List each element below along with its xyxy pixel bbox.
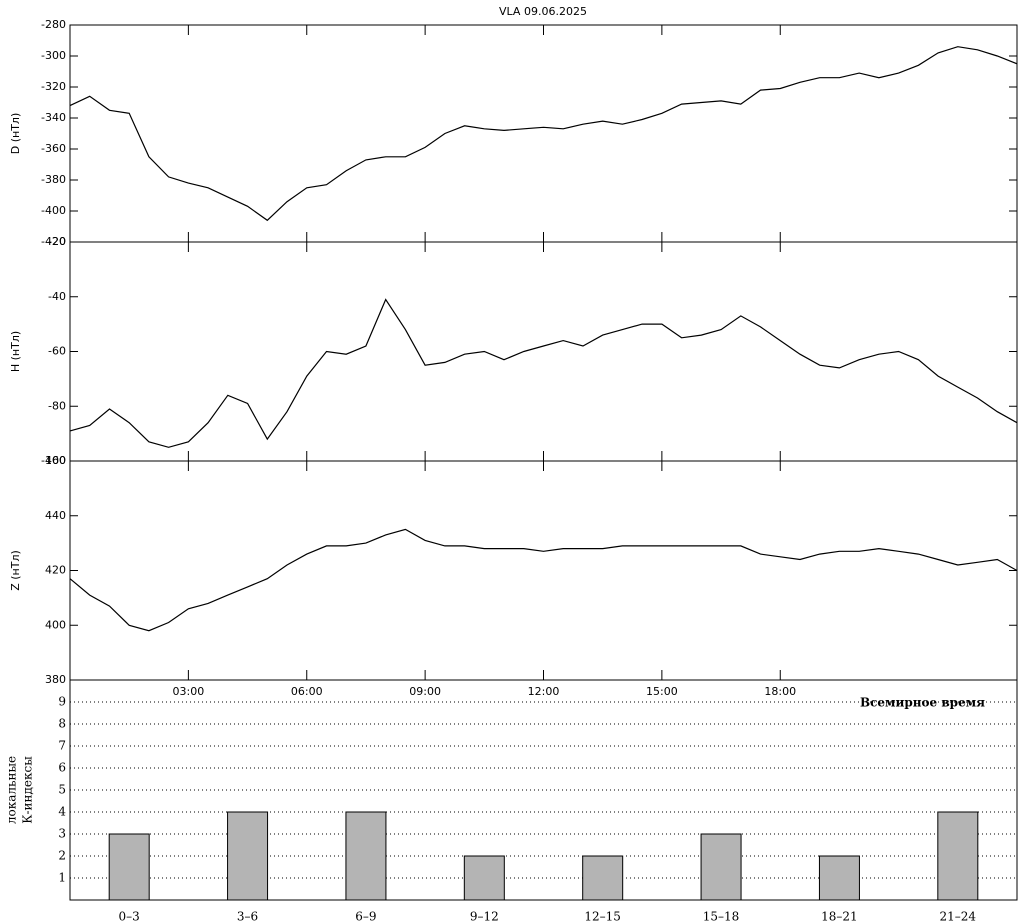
- x-tick-label: 06:00: [291, 685, 323, 698]
- x-tick-label: 09:00: [409, 685, 441, 698]
- data-line: [69, 46, 1018, 222]
- y-tick-label: 420: [45, 564, 66, 577]
- plot-frame: [69, 241, 1018, 462]
- x-tick-label: 15–18: [703, 910, 740, 921]
- y-tick-label: -380: [41, 173, 66, 186]
- bar: [345, 811, 387, 901]
- bar: [463, 855, 505, 901]
- y-tick-label: 2: [58, 849, 66, 863]
- bar: [108, 833, 150, 901]
- y-tick-label: 3: [58, 827, 66, 841]
- y-tick-label: 400: [45, 618, 66, 631]
- y-tick-label: -60: [48, 345, 66, 358]
- plot-frame: [69, 460, 1018, 681]
- y-axis-label: локальные: [5, 756, 19, 824]
- y-tick-label: -40: [48, 290, 66, 303]
- x-tick-label: 12:00: [528, 685, 560, 698]
- y-tick-label: -340: [41, 111, 66, 124]
- x-tick-label: 12–15: [584, 910, 621, 921]
- x-tick-label: 15:00: [646, 685, 678, 698]
- y-axis-label: D (нТл): [9, 113, 22, 155]
- y-tick-label: -80: [48, 399, 66, 412]
- y-tick-label: 5: [58, 783, 66, 797]
- x-tick-label: 9–12: [470, 910, 499, 921]
- y-tick-label: 460: [45, 454, 66, 467]
- y-axis-label: К-индексы: [21, 756, 35, 824]
- y-tick-label: 9: [58, 695, 66, 709]
- y-tick-label: 1: [58, 871, 66, 885]
- y-tick-label: -360: [41, 142, 66, 155]
- y-tick-label: -300: [41, 49, 66, 62]
- x-tick-label: 0–3: [119, 910, 140, 921]
- y-tick-label: -20: [48, 235, 66, 248]
- y-axis-label: Z (нТл): [9, 550, 22, 591]
- y-tick-label: -100: [41, 454, 66, 467]
- y-tick-label: -280: [41, 18, 66, 31]
- data-line: [69, 528, 1018, 632]
- y-tick-label: 380: [45, 673, 66, 686]
- x-tick-label: 18:00: [764, 685, 796, 698]
- bar: [700, 833, 742, 901]
- bar: [582, 855, 624, 901]
- plot-frame: [69, 24, 1018, 243]
- y-axis-label: H (нТл): [9, 331, 22, 372]
- y-tick-label: 8: [58, 717, 66, 731]
- data-line: [69, 298, 1018, 448]
- x-tick-label: 18–21: [821, 910, 858, 921]
- bar: [937, 811, 979, 901]
- y-tick-label: 440: [45, 509, 66, 522]
- y-tick-label: -400: [41, 204, 66, 217]
- bar: [818, 855, 860, 901]
- x-tick-label: 3–6: [237, 910, 258, 921]
- x-tick-label: 6–9: [355, 910, 376, 921]
- y-tick-label: 4: [58, 805, 66, 819]
- x-tick-label: 03:00: [173, 685, 205, 698]
- bar: [227, 811, 269, 901]
- y-tick-label: -320: [41, 80, 66, 93]
- y-tick-label: -420: [41, 235, 66, 248]
- y-tick-label: 6: [58, 761, 66, 775]
- chart-title: VLA 09.06.2025: [499, 5, 587, 18]
- y-tick-label: 7: [58, 739, 66, 753]
- x-tick-label: 21–24: [940, 910, 977, 921]
